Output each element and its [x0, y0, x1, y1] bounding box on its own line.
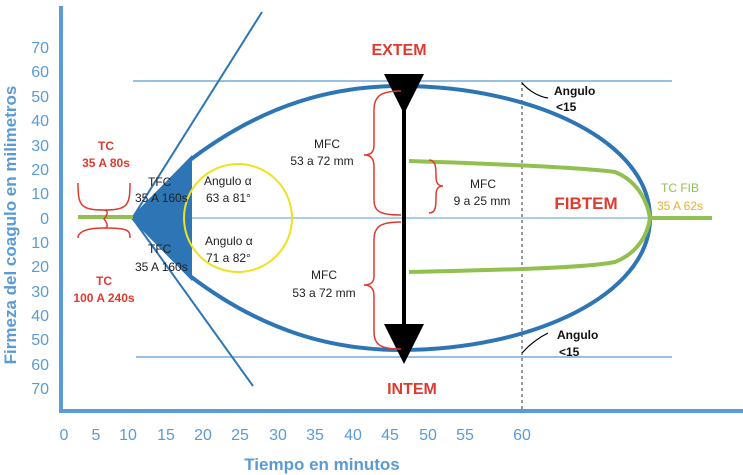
fibtem-label: FIBTEM [554, 194, 617, 213]
fibtem-curve-bottom [408, 217, 652, 274]
x-tick-label: 20 [194, 427, 212, 444]
y-tick-label: 30 [31, 138, 49, 155]
x-axis-title: Tiempo en minutos [244, 455, 400, 474]
x-tick-label: 30 [269, 427, 287, 444]
y-tick-label: 20 [31, 259, 49, 276]
mfc-fib-brace [428, 159, 444, 214]
angle-top-range: 63 a 81° [206, 191, 251, 205]
y-tick-label: 40 [31, 308, 49, 325]
y-tick-label: 50 [31, 332, 49, 349]
y-tick-label: 10 [31, 186, 49, 203]
angulo-top-right-label: Angulo [554, 84, 595, 98]
x-tick-label: 40 [344, 427, 362, 444]
y-axis-title: Firmeza del coagulo en milimetros [1, 86, 20, 365]
x-tick-label: 0 [60, 427, 69, 444]
top-right-angle-arc [521, 82, 549, 99]
y-tick-label: 60 [31, 357, 49, 374]
angle-bottom-label: Angulo α [205, 234, 253, 248]
x-tick-label: 5 [92, 427, 101, 444]
x-tick-label: 25 [231, 427, 249, 444]
tc-fib-range: 35 A 62s [657, 199, 703, 213]
y-tick-label: 10 [31, 235, 49, 252]
x-tick-label: 60 [513, 427, 531, 444]
tfc-wedge [133, 155, 192, 281]
bottom-right-angle-arc [521, 332, 549, 354]
mfc-bottom-range: 53 a 72 mm [292, 286, 355, 300]
y-tick-label: 60 [31, 64, 49, 81]
tc-brace [77, 182, 131, 239]
mfc-top-brace [363, 90, 402, 216]
mfc-bottom-brace [363, 221, 402, 350]
tfc-top-range: 35 A 160s [135, 191, 188, 205]
x-tick-labels: 0 5 10 15 20 25 30 35 40 45 50 55 60 [60, 427, 531, 444]
tc-fib-label: TC FIB [661, 181, 699, 195]
intem-label: INTEM [387, 381, 437, 398]
tc-top-label: TC [98, 139, 114, 153]
y-tick-label: 70 [31, 381, 49, 398]
tfc-top-label: TFC [148, 175, 172, 189]
mfc-fib-label: MFC [470, 177, 496, 191]
y-tick-label: 40 [31, 113, 49, 130]
mfc-bottom-label: MFC [311, 268, 337, 282]
y-tick-label: 70 [31, 40, 49, 57]
x-tick-label: 50 [419, 427, 437, 444]
tfc-bottom-range: 35 A 160s [135, 260, 188, 274]
x-tick-label: 15 [157, 427, 175, 444]
y-tick-label: 20 [31, 162, 49, 179]
x-tick-label: 45 [381, 427, 399, 444]
fibtem-curve-top [408, 159, 652, 219]
angulo-bottom-right-label: Angulo [557, 328, 598, 342]
y-tick-label: 50 [31, 89, 49, 106]
tc-bottom-range: 100 A 240s [73, 291, 134, 305]
y-tick-labels: 70 60 50 40 30 20 10 0 10 20 30 40 50 60… [31, 40, 49, 398]
x-tick-label: 10 [119, 427, 137, 444]
mfc-top-label: MFC [314, 137, 340, 151]
tc-bottom-label: TC [96, 274, 112, 288]
angle-top-label: Angulo α [204, 174, 252, 188]
angle-circle [183, 163, 293, 273]
extem-label: EXTEM [371, 42, 426, 59]
angulo-bottom-right-value: <15 [559, 345, 580, 359]
x-tick-label: 35 [306, 427, 324, 444]
mfc-fib-range: 9 a 25 mm [454, 194, 511, 208]
angle-bottom-range: 71 a 82° [206, 251, 251, 265]
tc-top-range: 35 A 80s [82, 156, 130, 170]
upper-angle-line [132, 11, 263, 218]
tfc-bottom-label: TFC [148, 242, 172, 256]
x-tick-label: 55 [456, 427, 474, 444]
y-tick-label: 30 [31, 284, 49, 301]
y-tick-label: 0 [40, 211, 49, 228]
mfc-top-range: 53 a 72 mm [290, 154, 353, 168]
lower-angle-line [132, 218, 254, 387]
angulo-top-right-value: <15 [556, 100, 577, 114]
